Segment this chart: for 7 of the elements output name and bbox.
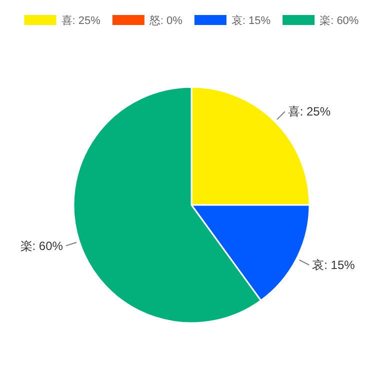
- slice-label: 楽: 60%: [20, 238, 64, 253]
- legend-label: 怒: 0%: [148, 15, 183, 27]
- slice-label: 喜: 25%: [288, 104, 331, 119]
- legend-label: 哀: 15%: [231, 14, 271, 27]
- legend-label: 楽: 60%: [320, 15, 359, 27]
- legend-label: 喜: 25%: [61, 14, 101, 27]
- slice-label: 哀: 15%: [312, 258, 356, 272]
